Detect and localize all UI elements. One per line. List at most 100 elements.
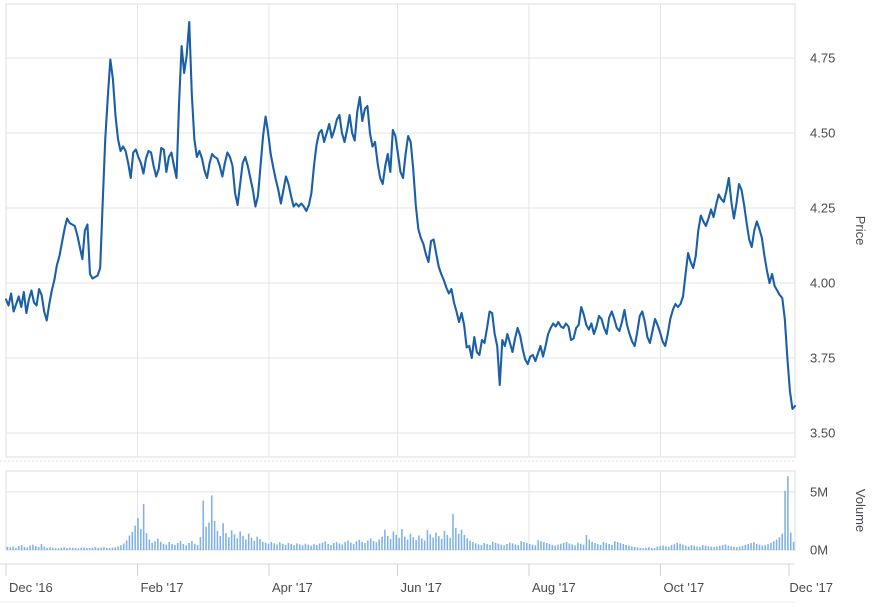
- volume-bar: [543, 542, 545, 550]
- volume-bar: [500, 544, 503, 550]
- volume-bar: [15, 547, 17, 550]
- volume-bar: [123, 543, 125, 550]
- volume-bar: [128, 535, 131, 550]
- volume-bar: [250, 537, 253, 550]
- volume-bar: [738, 546, 741, 550]
- volume-bar: [157, 538, 159, 550]
- volume-bar: [579, 543, 582, 550]
- volume-bar: [719, 545, 721, 550]
- volume-bar: [639, 547, 642, 550]
- volume-bar: [103, 547, 105, 550]
- volume-bar: [659, 546, 661, 550]
- price-tick-label: 3.75: [810, 351, 835, 366]
- x-tick-label: Feb '17: [141, 580, 184, 595]
- volume-bar: [520, 541, 522, 550]
- volume-bar: [469, 540, 471, 550]
- volume-bar: [6, 546, 9, 550]
- volume-bar: [199, 537, 202, 550]
- volume-bar: [557, 544, 559, 550]
- volume-bar: [730, 546, 732, 550]
- volume-bar: [489, 544, 491, 550]
- volume-bar: [97, 547, 100, 550]
- volume-bar: [724, 544, 727, 550]
- volume-bar: [225, 533, 227, 550]
- volume-bar: [642, 548, 644, 550]
- volume-bar: [191, 540, 193, 550]
- volume-bar: [239, 531, 241, 550]
- volume-bar: [486, 543, 488, 550]
- volume-bar: [307, 544, 310, 550]
- volume-bar: [12, 546, 14, 550]
- volume-bar: [324, 541, 327, 550]
- volume-bar: [43, 546, 46, 550]
- volume-bar: [514, 544, 517, 550]
- volume-bar: [210, 495, 213, 550]
- volume-bar: [40, 543, 43, 550]
- volume-axis-title: Volume: [853, 489, 868, 532]
- volume-bar: [205, 526, 207, 550]
- price-panel-frame: [5, 3, 796, 458]
- volume-bar: [88, 548, 91, 550]
- volume-bar: [168, 542, 170, 550]
- volume-bar: [46, 547, 48, 550]
- volume-bar: [256, 536, 258, 550]
- volume-bar: [188, 542, 190, 550]
- volume-bar: [633, 546, 636, 550]
- volume-bar: [52, 547, 54, 550]
- volume-bar: [435, 532, 437, 550]
- volume-bar: [276, 544, 278, 550]
- volume-bar: [352, 543, 355, 550]
- volume-bar: [665, 546, 667, 550]
- price-line[interactable]: [4, 20, 797, 411]
- volume-bar: [174, 545, 176, 550]
- volume-bar: [267, 543, 270, 550]
- volume-bar: [9, 547, 12, 550]
- volume-bar: [452, 513, 454, 550]
- volume-bar: [710, 546, 713, 550]
- volume-bar: [131, 531, 134, 550]
- volume-bar: [114, 547, 117, 550]
- volume-bar: [736, 547, 738, 550]
- volume-bar: [361, 541, 363, 550]
- volume-bar: [145, 533, 148, 550]
- volume-bar: [772, 541, 775, 550]
- price-tick-label: 4.75: [810, 51, 835, 66]
- volume-bar: [327, 543, 329, 550]
- volume-bar: [236, 538, 239, 550]
- volume-bar: [636, 547, 639, 550]
- volume-bar: [108, 548, 111, 550]
- volume-bar: [162, 543, 165, 550]
- volume-bar: [406, 539, 409, 550]
- volume-bar: [440, 538, 443, 550]
- volume-bar: [364, 543, 366, 550]
- volume-bar: [111, 547, 114, 550]
- volume-bar: [418, 535, 420, 550]
- volume-bar: [721, 545, 724, 550]
- volume-bar: [653, 548, 656, 550]
- volume-bar: [614, 541, 616, 550]
- volume-bar: [23, 546, 26, 550]
- volume-bar: [298, 544, 301, 550]
- volume-bar: [412, 537, 415, 550]
- volume-bar: [662, 545, 664, 550]
- volume-bar: [696, 546, 698, 550]
- volume-bar: [32, 544, 34, 550]
- volume-bar: [140, 529, 142, 550]
- volume-bar: [372, 540, 375, 550]
- volume-bar: [54, 548, 57, 550]
- volume-bar: [355, 541, 358, 550]
- volume-bar: [750, 543, 752, 550]
- x-tick-label: Dec '17: [789, 580, 833, 595]
- volume-bar: [704, 545, 707, 550]
- volume-bar: [684, 545, 687, 550]
- volume-bar: [409, 533, 412, 550]
- volume-bar: [245, 539, 247, 550]
- volume-bar: [228, 537, 230, 550]
- volume-bar: [273, 543, 275, 550]
- volume-bar: [787, 476, 789, 550]
- volume-bar: [733, 546, 735, 550]
- volume-bar: [182, 543, 185, 550]
- volume-bar: [426, 530, 429, 550]
